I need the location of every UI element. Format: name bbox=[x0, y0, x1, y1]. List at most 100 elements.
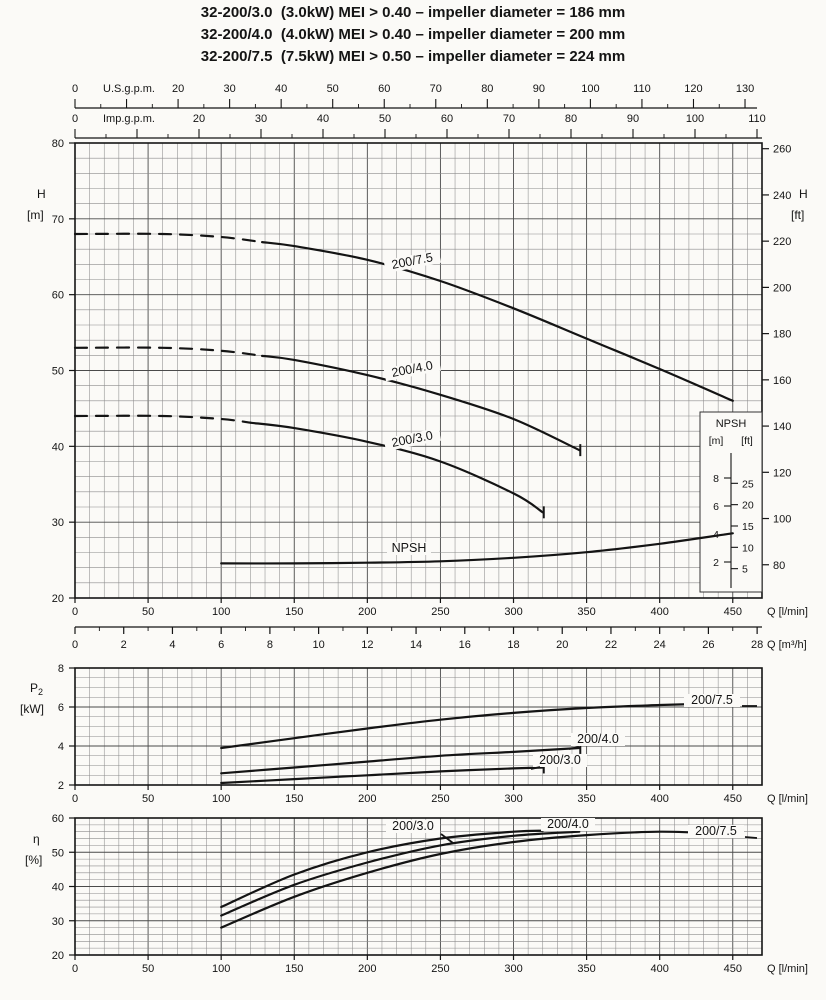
curve-label-200-4-0: 200/4.0 bbox=[541, 817, 595, 831]
npsh-ft-tick: 10 bbox=[742, 542, 754, 554]
curve-label-200-7-5: 200/7.5 bbox=[383, 249, 442, 274]
y-axis-title-right: H bbox=[799, 187, 808, 201]
curve-label-200-3-0: 200/3.0 bbox=[383, 427, 442, 452]
npsh-ft-tick: 20 bbox=[742, 500, 754, 512]
power-chart-curve-200-4-0 bbox=[220, 746, 581, 775]
title-line-2: 32-200/4.0 (4.0kW) MEI > 0.40 – impeller… bbox=[201, 26, 625, 43]
impgpm-tick-label: 80 bbox=[565, 113, 577, 125]
impgpm-tick-label: 0 bbox=[72, 113, 78, 125]
y-axis-title: [%] bbox=[25, 853, 42, 867]
x-tick-label: 150 bbox=[285, 963, 303, 975]
x-axis-unit: Q [l/min] bbox=[767, 793, 808, 805]
m3h-tick-label: 14 bbox=[410, 639, 422, 651]
curve-label-bg bbox=[684, 694, 740, 707]
m3h-tick-label: 2 bbox=[121, 639, 127, 651]
efficiency-chart: 20 30 40 50 60 η [%] 0 50 100 150 200 250 300 350 400 45… bbox=[25, 813, 808, 975]
y-axis-title: [m] bbox=[27, 208, 44, 222]
y-tick-label: 30 bbox=[52, 916, 64, 928]
x-tick-label: 250 bbox=[431, 606, 449, 618]
m3h-tick-label: 26 bbox=[702, 639, 714, 651]
power-chart-grid bbox=[74, 667, 763, 786]
x-tick-label: 400 bbox=[651, 963, 669, 975]
curve-label-text: 200/3.0 bbox=[392, 819, 434, 833]
y-tick-label: 80 bbox=[52, 138, 64, 150]
impgpm-tick-label: 70 bbox=[503, 113, 515, 125]
npsh-m-tick: 2 bbox=[713, 557, 719, 569]
impgpm-tick-label: 40 bbox=[317, 113, 329, 125]
y-tick-label: 20 bbox=[52, 593, 64, 605]
curve-label-text: 200/7.5 bbox=[390, 250, 434, 272]
m3h-tick-label: 8 bbox=[267, 639, 273, 651]
x-tick-label: 300 bbox=[504, 793, 522, 805]
usgpm-tick-label: 30 bbox=[223, 83, 235, 95]
m3h-tick-label: 16 bbox=[459, 639, 471, 651]
x-tick-label: 350 bbox=[577, 963, 595, 975]
curve-label-bg bbox=[533, 754, 587, 767]
x-tick-label: 250 bbox=[431, 963, 449, 975]
y-tick-label-right: 180 bbox=[773, 329, 791, 341]
title-line-3: 32-200/7.5 (7.5kW) MEI > 0.50 – impeller… bbox=[201, 48, 625, 65]
curve-label-bg bbox=[386, 820, 440, 833]
head-chart-curve-200-7-5 bbox=[261, 241, 734, 402]
head-chart-curve-npsh bbox=[220, 532, 734, 565]
npsh-m-tick: 6 bbox=[713, 501, 719, 513]
y-tick-label: 60 bbox=[52, 813, 64, 825]
y-tick-label-right: 220 bbox=[773, 236, 791, 248]
x-tick-label: 200 bbox=[358, 963, 376, 975]
curve-label-bg bbox=[383, 427, 442, 452]
impgpm-tick-label: 50 bbox=[379, 113, 391, 125]
curve-label-text: 200/4.0 bbox=[547, 817, 589, 831]
y-tick-label: 50 bbox=[52, 847, 64, 859]
x-tick-label: 450 bbox=[724, 963, 742, 975]
curve-label-200-4-0: 200/4.0 bbox=[571, 732, 625, 746]
curve-label-text: NPSH bbox=[392, 541, 427, 555]
y-tick-label: 4 bbox=[58, 741, 64, 753]
y-tick-label: 40 bbox=[52, 882, 64, 894]
impgpm-tick-label: 110 bbox=[748, 113, 766, 125]
head-chart-curve-200-3-0-dashed bbox=[73, 414, 252, 424]
m3h-tick-label: 24 bbox=[654, 639, 666, 651]
m3h-tick-label: 20 bbox=[556, 639, 568, 651]
curve-label-200-3-0: 200/3.0 bbox=[386, 819, 440, 833]
x-tick-label: 150 bbox=[285, 606, 303, 618]
m3h-tick-label: 28 bbox=[751, 639, 763, 651]
npsh-ft-tick: 5 bbox=[742, 564, 748, 576]
usgpm-tick-label: 20 bbox=[172, 83, 184, 95]
impgpm-tick-label: 90 bbox=[627, 113, 639, 125]
y-tick-label-right: 140 bbox=[773, 421, 791, 433]
y-tick-label: 60 bbox=[52, 290, 64, 302]
y-tick-label-right: 80 bbox=[773, 560, 785, 572]
usgpm-tick-label: 120 bbox=[684, 83, 702, 95]
npsh-ft-tick: 15 bbox=[742, 521, 754, 533]
y-tick-label-right: 260 bbox=[773, 144, 791, 156]
curve-label-bg bbox=[571, 733, 625, 746]
x-tick-label: 450 bbox=[724, 606, 742, 618]
y-tick-label-right: 120 bbox=[773, 467, 791, 479]
x-tick-label: 350 bbox=[577, 606, 595, 618]
head-chart-curve-200-4-0 bbox=[261, 354, 581, 452]
y-tick-label: 20 bbox=[52, 950, 64, 962]
curve-label-npsh: NPSH bbox=[387, 541, 431, 555]
x-tick-label: 350 bbox=[577, 793, 595, 805]
power-chart: 2 4 6 8 P2 [kW] 0 50 100 150 200 250 300 350 400 450 Q [… bbox=[20, 663, 808, 805]
y-axis-title: P2 bbox=[30, 681, 43, 697]
y-tick-label: 8 bbox=[58, 663, 64, 675]
efficiency-chart-curve-200-4-0 bbox=[220, 830, 581, 917]
curve-label-text: 200/4.0 bbox=[577, 732, 619, 746]
usgpm-tick-label: 100 bbox=[581, 83, 599, 95]
efficiency-chart-curve-200-3-0 bbox=[220, 829, 544, 909]
impgpm-tick-label: 20 bbox=[193, 113, 205, 125]
m3h-tick-label: 10 bbox=[312, 639, 324, 651]
usgpm-scale-name: U.S.g.p.m. bbox=[103, 83, 155, 95]
y-tick-label: 30 bbox=[52, 517, 64, 529]
usgpm-tick-label: 130 bbox=[736, 83, 754, 95]
curve-label-text: 200/4.0 bbox=[390, 358, 434, 380]
x-tick-label: 50 bbox=[142, 793, 154, 805]
impgpm-tick-label: 100 bbox=[686, 113, 704, 125]
x-tick-label: 200 bbox=[358, 793, 376, 805]
x-tick-label: 100 bbox=[212, 793, 230, 805]
x-tick-label: 100 bbox=[212, 606, 230, 618]
efficiency-chart-curve-200-7-5 bbox=[220, 830, 734, 929]
x-tick-label: 150 bbox=[285, 793, 303, 805]
